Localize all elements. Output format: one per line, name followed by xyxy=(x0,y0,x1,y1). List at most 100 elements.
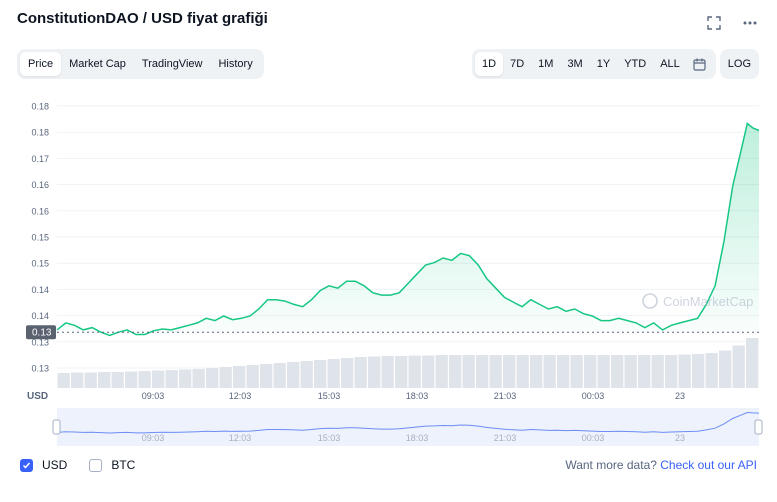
brush-tick-label: 23 xyxy=(675,433,685,443)
range-3m[interactable]: 3M xyxy=(567,58,583,70)
fullscreen-icon[interactable] xyxy=(705,14,723,32)
y-tick-label: 0.18 xyxy=(31,102,49,112)
volume-bar xyxy=(327,359,340,388)
log-scale-button[interactable]: LOG xyxy=(719,49,759,79)
price-chart[interactable]: 0.13 0.18 0.18 0.17 0.16 0.16 0.15 0.15 0.14 0.1… xyxy=(0,90,777,452)
volume-bar xyxy=(530,355,543,388)
y-tick-label: 0.14 xyxy=(31,311,49,321)
x-tick-label: 23 xyxy=(675,391,685,401)
y-tick-label: 0.18 xyxy=(31,128,49,138)
volume-bar xyxy=(152,370,165,388)
range-1d[interactable]: 1D xyxy=(475,52,504,76)
range-all[interactable]: ALL xyxy=(660,58,680,70)
currency-axis-label: USD xyxy=(27,391,48,402)
volume-bar xyxy=(219,367,232,388)
volume-bar xyxy=(638,355,651,388)
range-brush[interactable]: 09:03 12:03 15:03 18:03 21:03 00:03 23 xyxy=(52,408,763,446)
volume-bar xyxy=(597,355,610,388)
volume-bar xyxy=(165,370,178,388)
x-tick-label: 15:03 xyxy=(318,391,341,401)
volume-bar xyxy=(746,338,759,388)
volume-bar xyxy=(449,355,462,388)
currency-toggles: USD BTC xyxy=(20,458,135,472)
volume-bar xyxy=(570,355,583,388)
range-ytd[interactable]: YTD xyxy=(624,58,647,70)
range-1m[interactable]: 1M xyxy=(538,58,554,70)
x-tick-label: 00:03 xyxy=(582,391,605,401)
tab-history[interactable]: History xyxy=(218,58,253,70)
y-tick-label: 0.16 xyxy=(31,180,49,190)
reference-price-badge: 0.13 xyxy=(26,325,56,340)
reference-price-label: 0.13 xyxy=(32,328,52,339)
volume-bar xyxy=(489,355,502,388)
y-tick-label: 0.15 xyxy=(31,233,49,243)
volume-bar xyxy=(381,356,394,388)
x-tick-label: 18:03 xyxy=(406,391,429,401)
range-1y[interactable]: 1Y xyxy=(596,58,611,70)
volume-bar xyxy=(408,355,421,388)
y-tick-label: 0.14 xyxy=(31,285,49,295)
range-7d[interactable]: 7D xyxy=(510,58,525,70)
brush-tick-label: 00:03 xyxy=(582,433,605,443)
x-tick-label: 12:03 xyxy=(229,391,252,401)
tab-market-cap[interactable]: Market Cap xyxy=(69,58,126,70)
volume-bar xyxy=(705,353,718,388)
btc-toggle[interactable]: BTC xyxy=(89,458,135,472)
volume-bar xyxy=(71,372,84,388)
page-title: ConstitutionDAO / USD fiyat grafiği xyxy=(17,10,268,27)
y-tick-label: 0.13 xyxy=(31,337,49,347)
time-range-selector: 1D 7D 1M 3M 1Y YTD ALL LOG xyxy=(472,49,759,79)
price-line xyxy=(56,122,760,337)
x-tick-label: 09:03 xyxy=(142,391,165,401)
volume-bar xyxy=(503,355,516,388)
brush-tick-label: 09:03 xyxy=(142,433,165,443)
watermark-text: CoinMarketCap xyxy=(663,294,753,309)
volume-bar xyxy=(192,369,205,388)
volume-bar xyxy=(179,369,192,388)
btc-label: BTC xyxy=(111,458,136,472)
chart-type-tabs: Price Market Cap TradingView History xyxy=(17,49,264,79)
volume-bar xyxy=(462,355,475,388)
checkbox-checked-icon[interactable] xyxy=(20,458,33,472)
watermark: CoinMarketCap xyxy=(642,293,753,309)
volume-bar xyxy=(611,355,624,388)
brush-tick-label: 15:03 xyxy=(318,433,341,443)
brush-handle-right[interactable] xyxy=(754,419,763,435)
y-tick-label: 0.15 xyxy=(31,259,49,269)
volume-bar xyxy=(246,365,259,388)
api-promo-text: Want more data? xyxy=(565,458,657,472)
volume-bar xyxy=(260,364,273,388)
volume-bar xyxy=(651,355,664,388)
more-options-icon[interactable] xyxy=(741,14,759,32)
volume-bar xyxy=(543,355,556,388)
volume-bar xyxy=(422,355,435,388)
volume-bar xyxy=(138,371,151,388)
volume-bar xyxy=(233,366,246,388)
api-promo: Want more data? Check out our API xyxy=(565,458,757,472)
volume-bar xyxy=(341,358,354,388)
volume-bar xyxy=(557,355,570,388)
brush-handle-left[interactable] xyxy=(52,419,61,435)
calendar-icon[interactable] xyxy=(687,52,713,76)
volume-bar xyxy=(57,373,70,388)
y-tick-label: 0.13 xyxy=(31,364,49,374)
usd-toggle[interactable]: USD xyxy=(20,458,67,472)
api-link[interactable]: Check out our API xyxy=(660,458,757,472)
price-area xyxy=(57,123,759,336)
volume-bar xyxy=(354,357,367,388)
checkbox-unchecked-icon[interactable] xyxy=(89,458,103,472)
brush-tick-label: 12:03 xyxy=(229,433,252,443)
volume-bar xyxy=(584,355,597,388)
usd-label: USD xyxy=(42,458,68,472)
volume-bar xyxy=(125,371,138,388)
brush-tick-label: 21:03 xyxy=(494,433,517,443)
volume-bar xyxy=(476,355,489,388)
volume-bar xyxy=(692,354,705,388)
volume-bar xyxy=(678,354,691,388)
tab-tradingview[interactable]: TradingView xyxy=(141,58,203,70)
volume-bar xyxy=(300,361,313,388)
volume-bar xyxy=(314,360,327,388)
y-tick-label: 0.17 xyxy=(31,154,49,164)
range-group: 1D 7D 1M 3M 1Y YTD ALL xyxy=(472,49,716,79)
tab-price[interactable]: Price xyxy=(20,52,62,76)
